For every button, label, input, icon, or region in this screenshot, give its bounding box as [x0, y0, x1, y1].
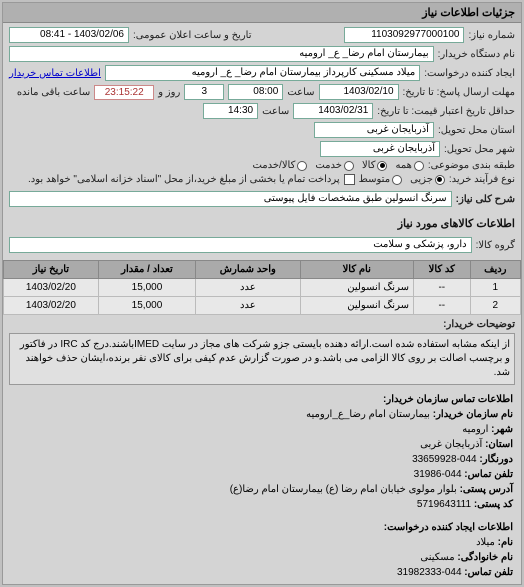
days-left: 3	[184, 84, 224, 100]
req-no-value: 1103092977000100	[344, 27, 464, 43]
creator-fname-label: نام:	[498, 537, 513, 548]
radio-medium[interactable]: متوسط	[359, 174, 402, 185]
org-value: بیمارستان امام رضا_ع_ارومیه	[306, 409, 430, 420]
class-radio-group: همه کالا خدمت کالا/خدمت	[252, 160, 423, 171]
remain-label: ساعت باقی مانده	[17, 87, 90, 98]
buyer-org-value: بیمارستان امام رضا_ ع_ ارومیه	[9, 46, 434, 62]
validity-time-label: ساعت	[262, 106, 289, 117]
form-body: شماره نیاز: 1103092977000100 تاریخ و ساع…	[3, 23, 521, 214]
radio-service[interactable]: خدمت	[315, 160, 354, 171]
creator-contact-title: اطلاعات ایجاد کننده درخواست:	[11, 520, 513, 535]
pub-date-value: 1403/02/06 - 08:41	[9, 27, 129, 43]
buyer-note: از اینکه مشابه استفاده شده است.ارائه دهن…	[9, 333, 515, 385]
items-table: ردیفکد کالانام کالاواحد شمارشتعداد / مقد…	[3, 260, 521, 315]
creator-label: ایجاد کننده درخواست:	[424, 68, 515, 79]
process-note: پرداخت تمام یا بخشی از مبلغ خرید،از محل …	[28, 174, 340, 185]
buyer-contact-block: اطلاعات تماس سازمان خریدار: نام سازمان خ…	[3, 388, 521, 516]
table-cell: --	[413, 297, 470, 315]
countdown: 23:15:22	[94, 85, 154, 100]
deadline-date: 1403/02/10	[319, 84, 399, 100]
deadline-label: مهلت ارسال پاسخ: تا تاریخ:	[403, 87, 515, 98]
process-label: نوع فرآیند خرید:	[449, 174, 515, 185]
table-cell: 1403/02/20	[4, 279, 99, 297]
buyer-contact-title: اطلاعات تماس سازمان خریدار:	[11, 392, 513, 407]
validity-time: 14:30	[203, 103, 258, 119]
validity-date: 1403/02/31	[293, 103, 373, 119]
creator-contact-block: اطلاعات ایجاد کننده درخواست: نام: میلاد …	[3, 516, 521, 584]
table-cell: 1	[470, 279, 520, 297]
panel-title: جزئیات اطلاعات نیاز	[3, 3, 521, 23]
buyer-fax-label: دورنگار:	[479, 454, 513, 465]
buyer-province-value: آذربایجان غربی	[420, 439, 482, 450]
col-header: تعداد / مقدار	[98, 261, 195, 279]
buyer-province-label: استان:	[485, 439, 513, 450]
req-no-label: شماره نیاز:	[468, 30, 515, 41]
buyer-contact-link[interactable]: اطلاعات تماس خریدار	[9, 68, 101, 79]
buyer-postal-value: 5719643111	[417, 499, 471, 510]
days-label: روز و	[158, 87, 180, 98]
table-cell: 15,000	[98, 279, 195, 297]
province-value: آذربایجان غربی	[314, 122, 434, 138]
creator-value: میلاد مسکینی کارپرداز بیمارستان امام رضا…	[105, 65, 420, 81]
buyer-phone-label: تلفن تماس:	[464, 469, 513, 480]
table-cell: 15,000	[98, 297, 195, 315]
table-cell: 2	[470, 297, 520, 315]
province-label: استان محل تحویل:	[438, 125, 515, 136]
buyer-city-value: ارومیه	[462, 424, 488, 435]
city-label: شهر محل تحویل:	[444, 144, 515, 155]
creator-phone-label: تلفن تماس:	[464, 567, 513, 578]
city-value: آذربایجان غربی	[320, 141, 440, 157]
table-cell: 1403/02/20	[4, 297, 99, 315]
org-label: نام سازمان خریدار:	[433, 409, 513, 420]
table-cell: عدد	[196, 279, 300, 297]
table-row: 1--سرنگ انسولینعدد15,0001403/02/20	[4, 279, 521, 297]
table-row: 2--سرنگ انسولینعدد15,0001403/02/20	[4, 297, 521, 315]
table-cell: عدد	[196, 297, 300, 315]
buyer-fax-value: 044-33659928	[412, 454, 477, 465]
process-radio-group: جزیی متوسط	[359, 174, 445, 185]
validity-label: حداقل تاریخ اعتبار قیمت: تا تاریخ:	[377, 106, 515, 117]
col-header: تاریخ نیاز	[4, 261, 99, 279]
need-title-label: شرح کلی نیاز:	[456, 194, 515, 205]
group-value: دارو، پزشکی و سلامت	[9, 237, 472, 253]
creator-fname-value: میلاد	[476, 537, 495, 548]
table-cell: سرنگ انسولین	[300, 297, 413, 315]
details-panel: جزئیات اطلاعات نیاز شماره نیاز: 11030929…	[2, 2, 522, 585]
items-section-title: اطلاعات کالاهای مورد نیاز	[3, 214, 521, 233]
buyer-postal-label: کد پستی:	[474, 499, 513, 510]
pub-date-label: تاریخ و ساعت اعلان عمومی:	[133, 30, 252, 41]
radio-all[interactable]: همه	[395, 160, 423, 171]
col-header: ردیف	[470, 261, 520, 279]
radio-small[interactable]: جزیی	[410, 174, 445, 185]
buyer-addr-label: آدرس پستی:	[460, 484, 513, 495]
radio-goods[interactable]: کالا	[362, 160, 388, 171]
group-label: گروه کالا:	[476, 240, 515, 251]
deadline-time-label: ساعت	[287, 87, 314, 98]
creator-phone-value: 044-31982333	[397, 567, 462, 578]
buyer-addr-value: بلوار مولوی خیابان امام رضا (ع) بیمارستا…	[230, 484, 457, 495]
treasury-checkbox[interactable]	[344, 174, 355, 185]
class-label: طبقه بندی موضوعی:	[428, 160, 515, 171]
col-header: کد کالا	[413, 261, 470, 279]
creator-lname-value: مسکینی	[420, 552, 454, 563]
creator-lname-label: نام خانوادگی:	[457, 552, 513, 563]
buyer-org-label: نام دستگاه خریدار:	[438, 49, 515, 60]
deadline-time: 08:00	[228, 84, 283, 100]
radio-goods-service[interactable]: کالا/خدمت	[252, 160, 307, 171]
buyer-phone-value: 044-31986	[414, 469, 462, 480]
buyer-city-label: شهر:	[491, 424, 513, 435]
col-header: واحد شمارش	[196, 261, 300, 279]
buyer-note-label: توضیحات خریدار:	[443, 319, 515, 330]
table-cell: سرنگ انسولین	[300, 279, 413, 297]
table-cell: --	[413, 279, 470, 297]
need-title-value: سرنگ انسولین طبق مشخصات فایل پیوستی	[9, 191, 452, 207]
col-header: نام کالا	[300, 261, 413, 279]
